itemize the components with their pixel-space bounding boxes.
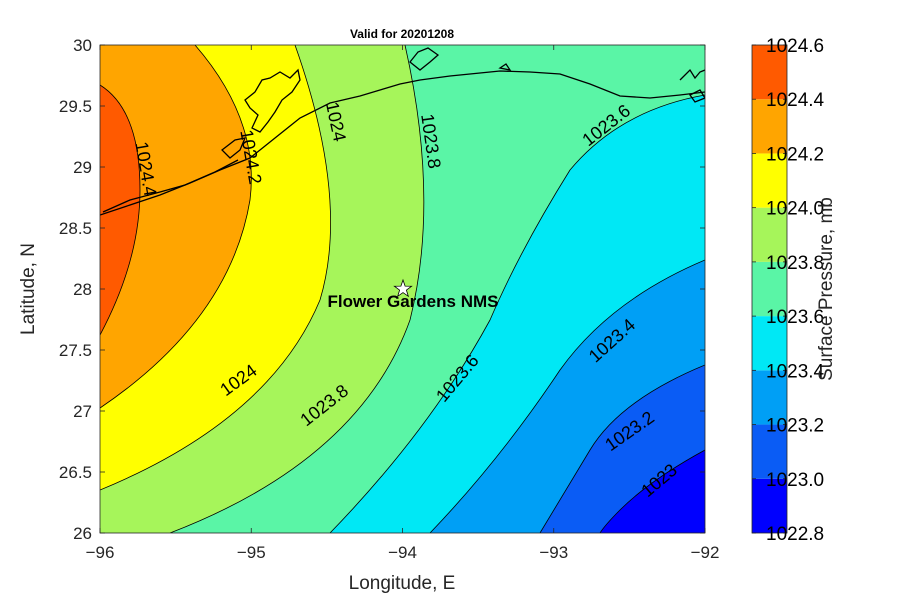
- colorbar-tick-label: 1024.4: [766, 90, 825, 111]
- contour-fill-area: [100, 45, 705, 533]
- colorbar-segment: [752, 478, 787, 533]
- colorbar-tick-label: 1024.6: [766, 36, 824, 57]
- x-tick-label: −96: [86, 543, 115, 562]
- site-star-icon: [393, 278, 413, 298]
- colorbar-tick-label: 1023.8: [766, 253, 824, 274]
- colorbar: 1022.8 1023.0 1023.2 1023.4 1023.6 1023.8 1024…: [751, 36, 825, 545]
- site-marker-group: Flower Gardens NMS: [328, 278, 499, 311]
- colorbar-segment: [752, 153, 787, 208]
- x-axis: −96 −95 −94 −93 −92: [86, 45, 720, 562]
- colorbar-tick-label: 1024.2: [766, 144, 824, 165]
- contour-lines: [100, 45, 705, 533]
- y-tick-label: 29: [73, 158, 92, 177]
- y-axis-label: Latitude, N: [18, 243, 39, 335]
- chart-title: Valid for 20201208: [350, 27, 454, 41]
- y-tick-label: 29.5: [59, 97, 92, 116]
- y-tick-label: 26.5: [59, 463, 92, 482]
- y-axis: 26 26.5 27 27.5 28 28.5 29 29.5 30: [59, 36, 705, 543]
- y-tick-label: 26: [73, 524, 92, 543]
- x-tick-label: −93: [539, 543, 568, 562]
- colorbar-segment: [752, 424, 787, 479]
- colorbar-tick-label: 1024.0: [766, 199, 824, 220]
- colorbar-frame: [751, 44, 788, 534]
- colorbar-segment: [752, 45, 787, 100]
- x-tick-label: −95: [237, 543, 266, 562]
- site-label: Flower Gardens NMS: [328, 292, 499, 311]
- y-tick-label: 27: [73, 402, 92, 421]
- x-tick-label: −92: [691, 543, 720, 562]
- colorbar-segment: [752, 316, 787, 371]
- y-tick-label: 28.5: [59, 219, 92, 238]
- colorbar-segment: [752, 207, 787, 262]
- x-axis-label: Longitude, E: [349, 573, 456, 594]
- colorbar-tick-label: 1022.8: [766, 524, 824, 545]
- band-below-1023-0: [600, 450, 705, 533]
- colorbar-tick-label: 1023.6: [766, 307, 824, 328]
- y-tick-label: 28: [73, 280, 92, 299]
- coastline: [100, 47, 705, 216]
- colorbar-segment: [752, 370, 787, 425]
- band-above-1024-4: [100, 85, 140, 335]
- x-tick-label: −94: [388, 543, 417, 562]
- colorbar-tick-label: 1023.4: [766, 361, 825, 382]
- y-tick-label: 30: [73, 36, 92, 55]
- band-above-1024-2: [100, 45, 252, 408]
- colorbar-tick-label: 1023.2: [766, 416, 824, 437]
- y-tick-label: 27.5: [59, 341, 92, 360]
- colorbar-tick-label: 1023.0: [766, 470, 824, 491]
- colorbar-segment: [752, 261, 787, 317]
- colorbar-segment: [752, 99, 787, 154]
- colorbar-label: Surface Pressure, mb: [816, 197, 837, 381]
